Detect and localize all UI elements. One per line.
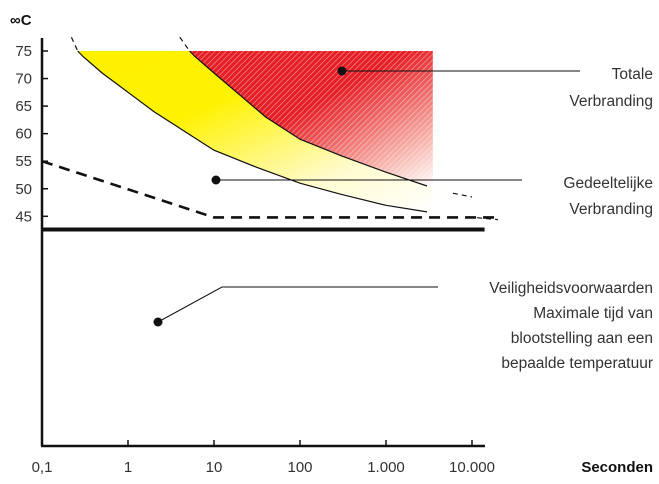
x-tick-label: 100: [287, 459, 312, 476]
x-axis-unit-label: Seconden: [581, 459, 653, 476]
annotation-safety-line-4: bepaalde temperatuur: [501, 355, 653, 372]
annotation-safety-dot: [153, 317, 163, 327]
y-tick-label: 45: [15, 208, 32, 225]
x-tick-label: 0,1: [32, 459, 53, 476]
left-boundary-curve: [77, 50, 428, 213]
x-tick-label: 10.000: [449, 459, 495, 476]
annotations: Totale Verbranding Gedeeltelijke Verbran…: [153, 66, 653, 372]
y-tick-label: 55: [15, 153, 32, 170]
y-tick-label: 65: [15, 98, 32, 115]
annotation-safety-line-1: Veiligheidsvoorwaarden: [489, 280, 653, 297]
annotation-safety: Veiligheidsvoorwaarden Maximale tijd van…: [153, 280, 653, 372]
y-tick-label: 60: [15, 126, 32, 143]
annotation-total-dot: [337, 66, 347, 76]
partial-burn-zone: [77, 51, 433, 213]
annotation-partial-dot: [211, 175, 221, 185]
annotation-total-line-1: Totale: [612, 66, 653, 83]
y-tick-label: 50: [15, 181, 32, 198]
middle-boundary-curve: [189, 50, 428, 187]
safety-limit-line: [41, 159, 498, 219]
annotation-total-line-2: Verbranding: [569, 93, 653, 110]
y-tick-label: 75: [15, 43, 32, 60]
annotation-partial-line-1: Gedeeltelijke: [563, 175, 653, 192]
annotation-partial: Gedeeltelijke Verbranding: [211, 175, 653, 218]
x-ticks: 0,1 1 10 100 1.000 10.000: [32, 440, 495, 476]
zones: [77, 51, 433, 213]
annotation-total: Totale Verbranding: [337, 66, 653, 110]
y-tick-label: 70: [15, 71, 32, 88]
annotation-partial-line-2: Verbranding: [569, 201, 653, 218]
middle-boundary-dashed-end: [179, 36, 473, 198]
total-burn-hatch: [189, 51, 433, 188]
axes: 45 50 55 60 65 70 75 0,1 1 10 100 1.000 10.000 ∞C S…: [10, 12, 653, 476]
x-tick-label: 10: [206, 459, 223, 476]
y-ticks: 45 50 55 60 65 70 75: [15, 43, 48, 225]
y-axis-unit-label: ∞C: [10, 12, 32, 29]
boundary-curves: [41, 36, 498, 232]
x-tick-label: 1: [124, 459, 132, 476]
annotation-safety-line-3: blootstelling aan een: [511, 330, 653, 347]
annotation-safety-line-2: Maximale tijd van: [533, 305, 653, 322]
x-tick-label: 1.000: [367, 459, 405, 476]
